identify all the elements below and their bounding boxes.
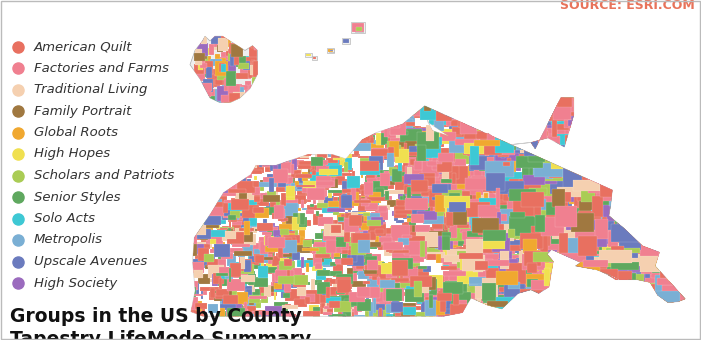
FancyBboxPatch shape	[350, 22, 365, 33]
Text: SOURCE: ESRI.COM: SOURCE: ESRI.COM	[560, 0, 695, 12]
FancyBboxPatch shape	[306, 54, 311, 56]
Text: Solo Acts: Solo Acts	[34, 212, 95, 225]
Text: Upscale Avenues: Upscale Avenues	[34, 255, 147, 268]
FancyBboxPatch shape	[327, 48, 334, 53]
Text: Senior Styles: Senior Styles	[34, 190, 121, 204]
Polygon shape	[190, 36, 257, 103]
FancyBboxPatch shape	[356, 27, 362, 31]
FancyBboxPatch shape	[328, 49, 333, 52]
FancyBboxPatch shape	[343, 39, 349, 42]
FancyBboxPatch shape	[341, 38, 350, 44]
Text: High Society: High Society	[34, 276, 117, 289]
Text: Global Roots: Global Roots	[34, 126, 118, 139]
Text: Metropolis: Metropolis	[34, 234, 103, 246]
Text: Factories and Farms: Factories and Farms	[34, 62, 169, 74]
FancyBboxPatch shape	[312, 56, 317, 60]
Text: Tapestry LifeMode Summary: Tapestry LifeMode Summary	[10, 330, 311, 340]
Text: Scholars and Patriots: Scholars and Patriots	[34, 169, 175, 182]
Text: High Hopes: High Hopes	[34, 148, 110, 160]
FancyBboxPatch shape	[182, 18, 700, 335]
FancyBboxPatch shape	[352, 23, 364, 32]
FancyBboxPatch shape	[313, 57, 315, 58]
FancyBboxPatch shape	[305, 53, 312, 57]
Text: American Quilt: American Quilt	[34, 40, 132, 53]
Polygon shape	[191, 98, 685, 316]
FancyBboxPatch shape	[329, 50, 333, 51]
Text: Family Portrait: Family Portrait	[34, 104, 131, 118]
FancyBboxPatch shape	[355, 26, 363, 32]
Text: Traditional Living: Traditional Living	[34, 83, 147, 96]
FancyBboxPatch shape	[329, 49, 334, 52]
Text: Groups in the US by County: Groups in the US by County	[10, 307, 301, 326]
